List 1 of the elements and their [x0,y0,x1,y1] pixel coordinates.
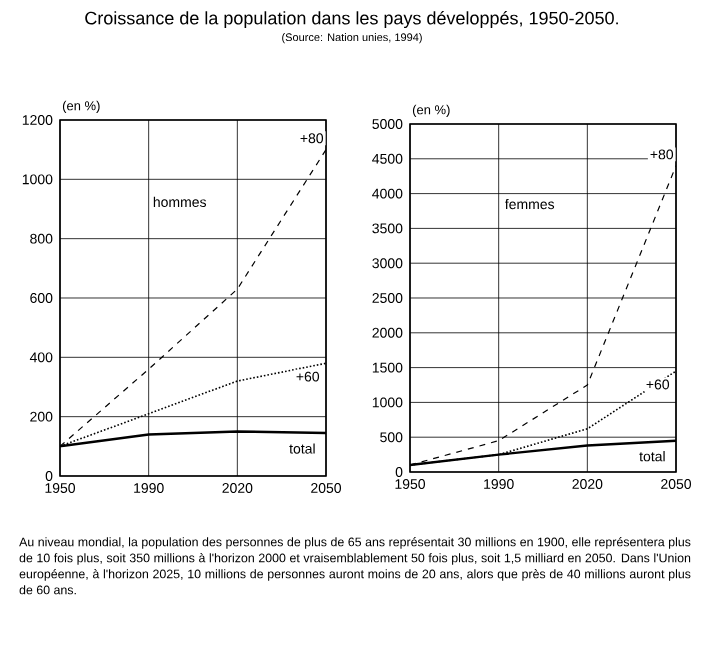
chart-title: Croissance de la population dans les pays développés, 1950-2050. [85,11,618,29]
